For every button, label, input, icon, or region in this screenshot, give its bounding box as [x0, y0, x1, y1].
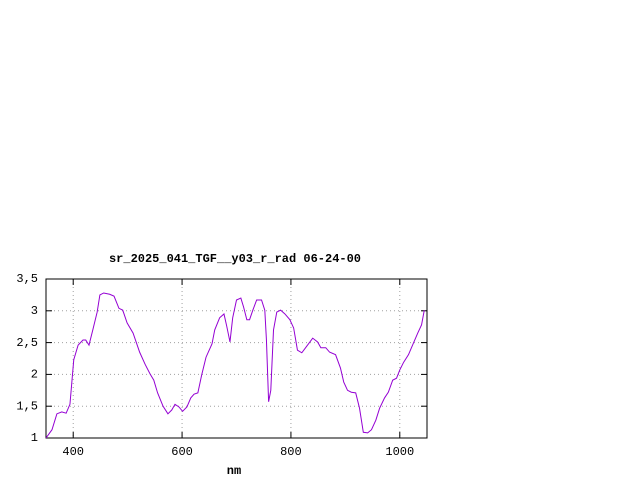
x-tick-label: 600: [171, 445, 193, 459]
x-axis-label: nm: [227, 464, 241, 478]
y-tick-label: 1,5: [16, 399, 38, 413]
y-tick-label: 1: [31, 431, 38, 445]
x-tick-label: 1000: [385, 445, 414, 459]
y-tick-label: 3: [31, 304, 38, 318]
data-line: [45, 292, 425, 439]
y-tick-label: 2,5: [16, 336, 38, 350]
chart-title: sr_2025_041_TGF__y03_r_rad 06-24-00: [109, 252, 361, 266]
x-tick-label: 800: [280, 445, 302, 459]
plot-border: [45, 278, 428, 439]
y-tick-label: 3,5: [16, 272, 38, 286]
x-tick-label: 400: [62, 445, 84, 459]
y-tick-label: 2: [31, 368, 38, 382]
